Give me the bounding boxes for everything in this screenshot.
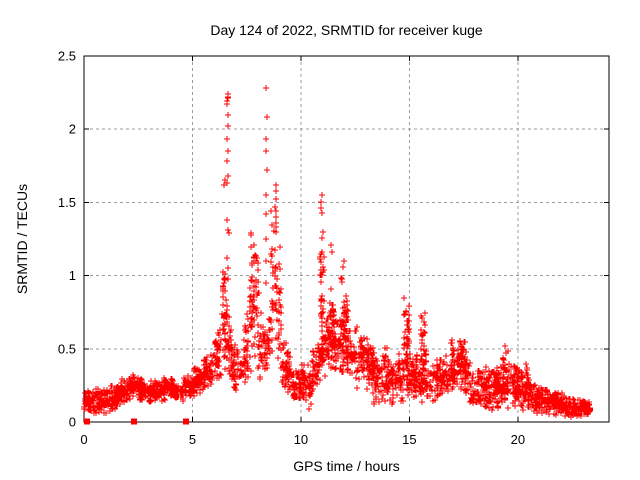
x-tick-label: 10: [294, 432, 308, 447]
y-tick-label: 2: [69, 122, 76, 137]
y-tick-label: 1.5: [58, 195, 76, 210]
y-tick-label: 0: [69, 415, 76, 430]
x-tick-label: 15: [402, 432, 416, 447]
zero-value-square-marker: [183, 418, 189, 425]
y-tick-label: 2.5: [58, 49, 76, 64]
x-tick-label: 5: [189, 432, 196, 447]
chart-title: Day 124 of 2022, SRMTID for receiver kug…: [210, 22, 483, 38]
y-tick-label: 1: [69, 268, 76, 283]
scatter-markers: [81, 85, 593, 420]
zero-value-square-marker: [84, 418, 90, 425]
x-tick-label: 20: [511, 432, 525, 447]
x-axis-label: GPS time / hours: [293, 458, 400, 474]
y-tick-label: 0.5: [58, 341, 76, 356]
plot-border: [83, 55, 610, 423]
x-tick-label: 0: [80, 432, 87, 447]
zero-value-square-marker: [131, 418, 137, 425]
